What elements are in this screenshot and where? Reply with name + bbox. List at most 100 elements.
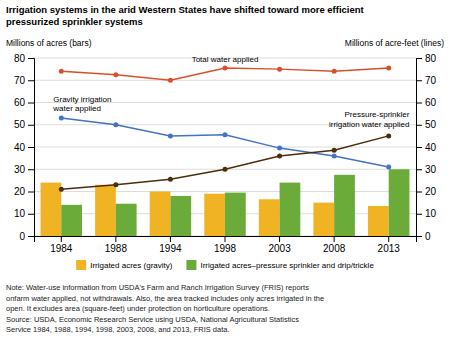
axis-line xyxy=(28,59,35,237)
grid xyxy=(34,58,416,236)
tick: 2003 xyxy=(268,236,291,254)
marker xyxy=(277,153,282,158)
tick-mark xyxy=(28,236,34,237)
tick-label: 50 xyxy=(425,119,437,130)
annotation: Gravity irrigationwater applied xyxy=(52,95,111,114)
grid-line xyxy=(34,191,416,192)
tick-label: 30 xyxy=(425,164,437,175)
axis: 1984 1988 1994 1998 2003 2008 2013 xyxy=(35,236,417,254)
tick: 50 xyxy=(14,119,34,130)
bar xyxy=(41,183,62,236)
tick: 0 xyxy=(416,231,431,242)
bar xyxy=(225,193,246,236)
axis-title: Millions of acres (bars) xyxy=(6,38,92,48)
tick-label: 40 xyxy=(14,142,26,153)
tick-label: 2008 xyxy=(323,243,346,254)
marker xyxy=(332,153,337,158)
tick: 50 xyxy=(416,119,437,130)
tick-label: 2003 xyxy=(268,243,291,254)
legend-swatch xyxy=(76,260,86,270)
tick-label: 20 xyxy=(14,186,26,197)
tick-mark xyxy=(170,236,171,242)
tick: 20 xyxy=(14,186,34,197)
marker xyxy=(113,122,118,127)
tick-mark xyxy=(416,192,422,193)
tick-mark xyxy=(28,58,34,59)
line-series xyxy=(59,66,391,83)
bar xyxy=(313,203,334,236)
axis-line xyxy=(417,59,423,237)
tick: 1988 xyxy=(105,236,128,254)
marker xyxy=(223,132,228,137)
tick-label: 60 xyxy=(425,97,437,108)
tick-mark xyxy=(28,103,34,104)
tick-label: 1984 xyxy=(50,243,73,254)
tick-mark xyxy=(225,236,226,242)
tick-label: 80 xyxy=(425,53,437,64)
marker xyxy=(59,69,64,74)
tick: 70 xyxy=(14,75,34,86)
tick-mark xyxy=(416,80,422,81)
bar xyxy=(389,169,410,236)
tick-label: 60 xyxy=(14,97,26,108)
title: Irrigation systems in the arid Western S… xyxy=(6,4,365,27)
tick-label: 70 xyxy=(425,75,437,86)
axis: 01020304050607080 xyxy=(14,53,35,242)
tick: 1994 xyxy=(159,236,182,254)
tick-label: 50 xyxy=(14,119,26,130)
tick: 1984 xyxy=(50,236,73,254)
tick: 2013 xyxy=(378,236,401,254)
tick: 40 xyxy=(14,142,34,153)
legend-entry: Irrigated acres–pressure sprinkler and d… xyxy=(186,260,374,270)
bar xyxy=(368,206,389,236)
legend: Irrigated acres (gravity) Irrigated acres… xyxy=(76,260,374,270)
tick-mark xyxy=(28,192,34,193)
tick: 20 xyxy=(416,186,437,197)
tick-label: 1988 xyxy=(105,243,128,254)
tick-mark xyxy=(28,125,34,126)
axis-title: Millions of acre-feet (lines) xyxy=(345,38,444,48)
legend-swatch xyxy=(186,260,196,270)
plot-area xyxy=(41,66,410,236)
marker xyxy=(332,69,337,74)
tick-mark xyxy=(416,147,422,148)
axis-line xyxy=(35,237,417,243)
marker xyxy=(223,66,228,71)
tick: 10 xyxy=(416,208,437,219)
marker xyxy=(277,146,282,151)
tick-label: 1998 xyxy=(214,243,237,254)
bar xyxy=(204,194,225,236)
tick: 30 xyxy=(416,164,437,175)
legend-label: Irrigated acres–pressure sprinkler and d… xyxy=(200,261,374,270)
tick-label: 70 xyxy=(14,75,26,86)
marker xyxy=(386,66,391,71)
tick: 0 xyxy=(19,231,34,242)
tick: 2008 xyxy=(323,236,346,254)
bar xyxy=(61,205,82,236)
marker xyxy=(386,165,391,170)
bar xyxy=(150,192,171,237)
bar xyxy=(95,185,116,236)
tick-mark xyxy=(28,80,34,81)
tick-label: 10 xyxy=(425,208,437,219)
note: Note: Water-use information from USDA's … xyxy=(6,283,324,334)
tick: 40 xyxy=(416,142,437,153)
marker xyxy=(168,78,173,83)
annotation: Total water applied xyxy=(192,55,259,64)
tick-label: 80 xyxy=(14,53,26,64)
tick-mark xyxy=(28,214,34,215)
marker xyxy=(168,133,173,138)
annotation: Pressure-sprinklerirrigation water appli… xyxy=(329,110,410,129)
legend-entry: Irrigated acres (gravity) xyxy=(76,260,173,270)
tick-mark xyxy=(416,125,422,126)
line xyxy=(61,136,388,189)
grid-line xyxy=(34,147,416,148)
tick-mark xyxy=(28,169,34,170)
chart: Irrigation systems in the arid Western S… xyxy=(0,0,450,362)
bar xyxy=(259,199,280,236)
tick: 60 xyxy=(14,97,34,108)
marker xyxy=(332,148,337,153)
line-series xyxy=(59,133,391,191)
tick-mark xyxy=(115,236,116,242)
marker xyxy=(113,72,118,77)
